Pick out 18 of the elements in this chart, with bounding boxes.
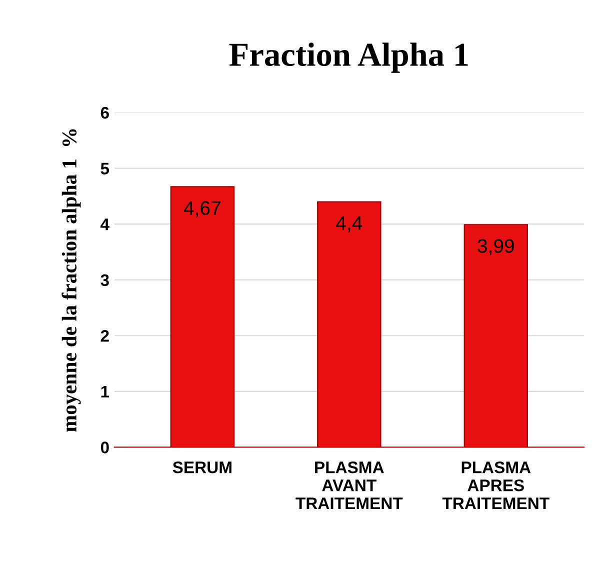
data-label: 3,99 [478, 239, 514, 256]
data-label: 4,4 [336, 216, 362, 232]
x-tick-label: PLASMA APRES TRAITEMENT [442, 462, 550, 510]
chart-title: Fraction Alpha 1 [229, 42, 468, 73]
y-tick-label: 1 [101, 386, 110, 398]
x-tick-label: PLASMA AVANT TRAITEMENT [296, 462, 403, 510]
y-tick-label: 5 [100, 162, 110, 174]
y-tick-label: 3 [100, 274, 109, 286]
data-label: 4,67 [184, 201, 220, 218]
bar [464, 224, 528, 448]
x-tick-label: SERUM [172, 462, 232, 474]
y-tick-label: 2 [100, 330, 109, 342]
bar [317, 201, 382, 448]
y-tick-label: 4 [100, 218, 110, 230]
y-axis-title: moyenne de la fraction alpha 1 % [62, 129, 81, 432]
y-tick-label: 0 [100, 442, 109, 454]
bar [170, 186, 235, 448]
y-tick-label: 6 [100, 106, 109, 119]
